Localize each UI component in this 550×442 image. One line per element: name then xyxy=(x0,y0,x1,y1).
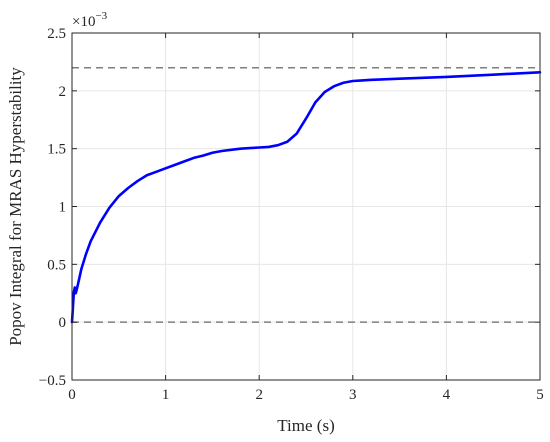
x-tick-labels: 0 1 2 3 4 5 xyxy=(68,387,544,403)
y-tick-label: −0.5 xyxy=(39,373,66,389)
data-series xyxy=(70,71,542,324)
y-multiplier-base: ×10 xyxy=(72,14,95,30)
grid-lines xyxy=(71,32,541,381)
y-tick-label: 1 xyxy=(59,200,67,216)
x-tick-label: 5 xyxy=(536,387,544,403)
reference-lines xyxy=(72,66,540,323)
x-tick-label: 0 xyxy=(68,387,76,403)
y-tick-label: 2 xyxy=(59,84,67,100)
x-tick-label: 1 xyxy=(162,387,170,403)
tick-marks xyxy=(71,32,541,381)
y-axis-label: Popov Integral for MRAS Hyperstability xyxy=(6,67,25,346)
y-tick-label: 0.5 xyxy=(47,257,66,273)
y-tick-label: 2.5 xyxy=(47,26,66,42)
y-axis-multiplier: ×10−3 xyxy=(72,10,108,30)
x-tick-label: 3 xyxy=(349,387,357,403)
x-axis-label: Time (s) xyxy=(277,416,334,435)
x-tick-label: 2 xyxy=(255,387,263,403)
y-multiplier-exponent: −3 xyxy=(95,10,107,22)
y-tick-labels: −0.5 0 0.5 1 1.5 2 2.5 xyxy=(39,26,66,389)
series-line xyxy=(70,71,542,324)
y-tick-label: 0 xyxy=(59,315,67,331)
x-tick-label: 4 xyxy=(443,387,451,403)
y-tick-label: 1.5 xyxy=(47,142,66,158)
